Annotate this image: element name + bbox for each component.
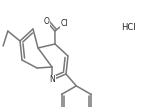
Text: Cl: Cl	[60, 19, 68, 28]
Text: O: O	[44, 17, 49, 26]
Text: HCl: HCl	[121, 22, 135, 31]
Text: N: N	[49, 76, 55, 85]
